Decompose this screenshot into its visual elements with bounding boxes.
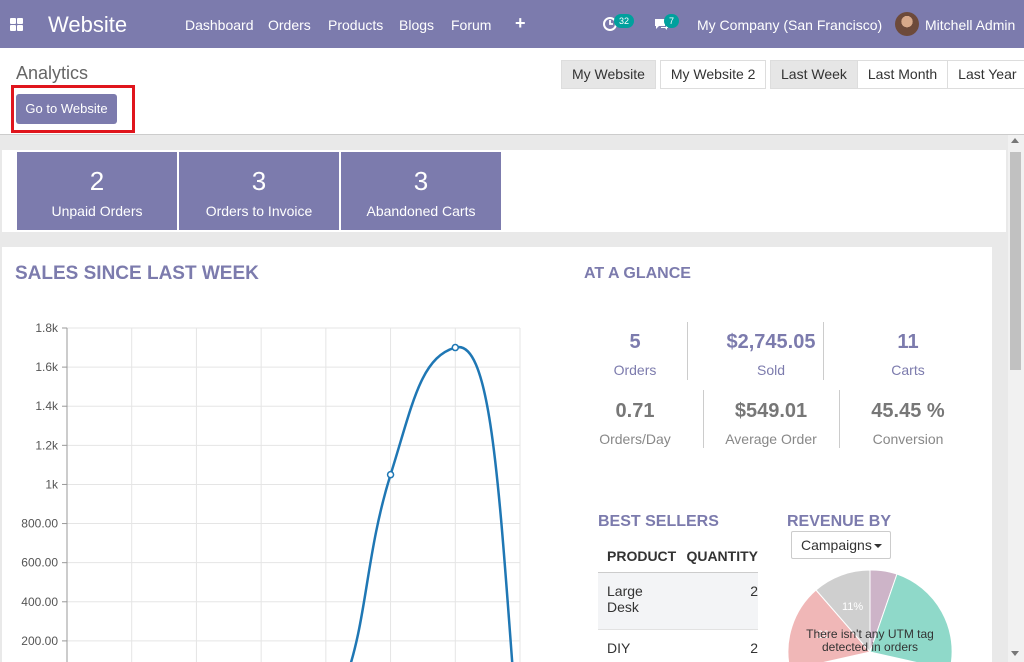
top-navbar: Website Dashboard Orders Products Blogs … (0, 0, 1024, 48)
card-label: Orders to Invoice (205, 203, 313, 219)
go-to-website-button[interactable]: Go to Website (16, 94, 117, 124)
y-tick-label: 1.4k (35, 399, 59, 413)
kpi-orders: 5 Orders (575, 331, 695, 378)
kpi-value: 11 (897, 331, 919, 353)
best-sellers-title: BEST SELLERS (598, 513, 719, 530)
scrollbar-thumb[interactable] (1010, 152, 1021, 370)
y-tick-label: 400.00 (21, 595, 58, 609)
pie-slice (815, 569, 871, 654)
kpi-divider (687, 322, 688, 380)
app-title[interactable]: Website (48, 12, 128, 37)
period-last-month[interactable]: Last Month (856, 60, 949, 89)
unpaid-orders-card[interactable]: 2 Unpaid Orders (17, 152, 177, 230)
page-title: Analytics (16, 63, 89, 83)
abandoned-carts-card[interactable]: 3 Abandoned Carts (341, 152, 501, 230)
kpi-value: 5 (629, 331, 641, 353)
kpi-label: Conversion (872, 431, 944, 447)
sales-line-chart: 200.00 400.00 600.00 800.00 1k 1.2k 1.4k 1.6k 1.… (21, 321, 521, 662)
card-value: 3 (413, 166, 429, 196)
revenue-source-dropdown[interactable]: Campaigns (791, 531, 891, 559)
kpi-value: $2,745.05 (726, 331, 816, 353)
website-option-my-website-2[interactable]: My Website 2 (659, 60, 767, 89)
y-tick-label: 1.8k (35, 321, 59, 335)
menu-dashboard[interactable]: Dashboard (185, 17, 254, 33)
kpi-conversion: 45.45 % Conversion (848, 400, 968, 447)
data-point (451, 343, 460, 352)
sales-series-line (349, 345, 514, 662)
kpi-label: Sold (756, 362, 786, 378)
card-label: Abandoned Carts (366, 203, 476, 219)
y-tick-label: 1.2k (35, 438, 59, 452)
website-switcher: My Website My Website 2 (561, 60, 767, 89)
card-value: 2 (89, 166, 105, 196)
highlight-annotation (11, 85, 135, 133)
kpi-value: 0.71 (615, 400, 655, 422)
kpi-carts: 11 Carts (848, 331, 968, 378)
kpi-orders-per-day: 0.71 Orders/Day (575, 400, 695, 447)
quantity-cell: 2 (676, 628, 758, 662)
menu-blogs[interactable]: Blogs (399, 17, 435, 33)
caret-down-icon (874, 544, 882, 548)
y-tick-label: 600.00 (21, 556, 58, 570)
apps-menu-icon[interactable] (10, 18, 23, 31)
column-header-quantity: QUANTITY (676, 540, 758, 573)
kpi-divider (839, 390, 840, 448)
sales-section-title: SALES SINCE LAST WEEK (15, 263, 259, 284)
y-tick-label: 1k (45, 477, 59, 491)
revenue-by-title: REVENUE BY (787, 513, 892, 530)
product-cell: DIY (598, 628, 677, 662)
table-row[interactable]: DIY 2 (598, 628, 758, 662)
menu-forum[interactable]: Forum (451, 17, 492, 33)
kpi-label: Orders/Day (599, 431, 671, 447)
table-row[interactable]: Large Desk 2 (598, 572, 758, 629)
kpi-label: Average Order (725, 431, 817, 447)
plus-icon[interactable]: + (515, 13, 526, 33)
kpi-label: Carts (891, 362, 925, 378)
kpi-label: Orders (613, 362, 657, 378)
kpi-divider (823, 322, 824, 380)
period-last-year[interactable]: Last Year (947, 60, 1024, 89)
kpi-average-order: $549.01 Average Order (711, 400, 831, 447)
menu-products[interactable]: Products (328, 17, 384, 33)
kpi-sold: $2,745.05 Sold (711, 331, 831, 378)
kpi-divider (703, 390, 704, 448)
glance-section-title: AT A GLANCE (584, 265, 691, 282)
period-last-week[interactable]: Last Week (770, 60, 858, 89)
period-switcher: Last Week Last Month Last Year (770, 60, 1024, 89)
company-switcher[interactable]: My Company (San Francisco) (697, 17, 883, 33)
data-point (386, 470, 395, 479)
user-avatar[interactable] (895, 12, 919, 36)
quantity-cell: 2 (676, 572, 758, 629)
column-header-product: PRODUCT (598, 540, 677, 573)
activity-badge: 32 (614, 14, 635, 28)
card-label: Unpaid Orders (51, 203, 143, 219)
no-utm-message: There isn't any UTM tag detected in orde… (806, 627, 934, 654)
pie-slice (787, 589, 871, 662)
kpi-value: $549.01 (734, 400, 808, 422)
y-tick-label: 800.00 (21, 517, 58, 531)
pie-label: 20 (817, 629, 829, 641)
y-tick-label: 200.00 (21, 634, 58, 648)
user-menu[interactable]: Mitchell Admin (925, 17, 1016, 33)
best-sellers-table: PRODUCT QUANTITY Large Desk 2 DIY 2 (598, 540, 758, 662)
scroll-down-arrow-icon[interactable] (1011, 651, 1019, 656)
pie-label: 11% (842, 601, 863, 613)
pie-slice (869, 573, 953, 662)
messages-badge: 7 (664, 14, 680, 28)
control-panel-divider (0, 134, 1024, 135)
y-tick-label: 1.6k (35, 360, 59, 374)
menu-orders[interactable]: Orders (268, 17, 311, 33)
website-option-my-website[interactable]: My Website (561, 60, 656, 89)
revenue-pie-chart: 11% 20 (787, 569, 953, 662)
orders-to-invoice-card[interactable]: 3 Orders to Invoice (179, 152, 339, 230)
product-cell: Large Desk (598, 572, 677, 629)
kpi-value: 45.45 % (871, 400, 945, 422)
scroll-up-arrow-icon[interactable] (1011, 138, 1019, 143)
card-value: 3 (251, 166, 267, 196)
